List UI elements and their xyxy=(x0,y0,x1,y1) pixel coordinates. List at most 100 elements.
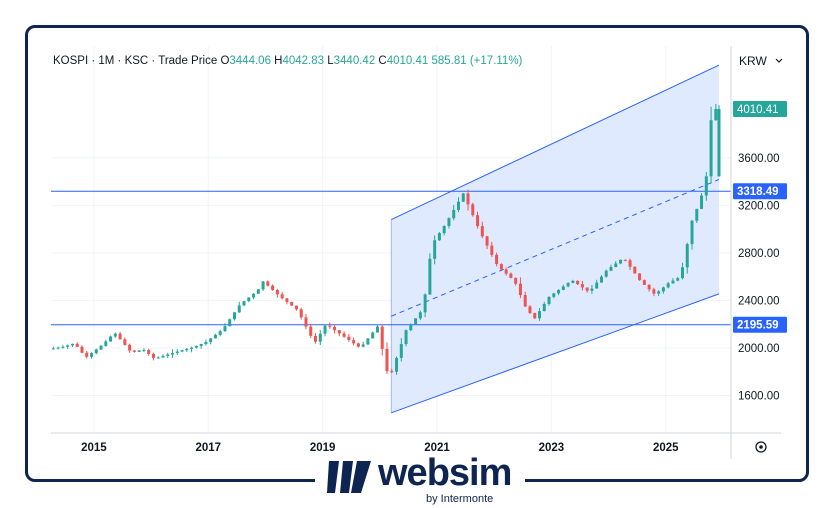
candle-down xyxy=(509,273,513,278)
candle-up xyxy=(571,280,575,283)
candle-down xyxy=(290,301,294,306)
candle-down xyxy=(347,336,351,341)
candle-down xyxy=(518,283,522,296)
candle-up xyxy=(156,357,160,359)
candle-up xyxy=(323,325,327,334)
candle-up xyxy=(51,348,55,350)
candle-down xyxy=(80,346,84,353)
candle-up xyxy=(109,336,113,342)
candle-up xyxy=(395,357,399,372)
candle-down xyxy=(352,340,356,344)
candle-up xyxy=(461,193,465,202)
candle-up xyxy=(104,341,108,346)
candle-up xyxy=(66,345,70,347)
candle-down xyxy=(476,215,480,227)
candle-up xyxy=(547,296,551,304)
candle-down xyxy=(304,317,308,327)
candle-up xyxy=(194,346,198,348)
candles xyxy=(51,104,721,375)
candle-down xyxy=(528,306,532,313)
candle-down xyxy=(147,349,151,354)
chevron-down-icon xyxy=(775,58,783,63)
candle-down xyxy=(280,294,284,299)
candle-up xyxy=(199,344,203,347)
candle-up xyxy=(261,281,265,290)
open-value: 3444.06 xyxy=(229,55,274,67)
candle-up xyxy=(604,270,608,277)
candle-up xyxy=(171,353,175,355)
candle-down xyxy=(128,344,132,351)
candle-down xyxy=(356,343,360,347)
candle-up xyxy=(113,333,117,337)
candle-down xyxy=(314,335,318,342)
candle-up xyxy=(223,326,227,332)
candle-down xyxy=(633,266,637,274)
candle-up xyxy=(190,347,194,349)
candle-up xyxy=(433,240,437,259)
x-tick-label: 2021 xyxy=(424,442,450,454)
gear-hub xyxy=(759,445,763,449)
candle-down xyxy=(271,285,275,290)
x-tick-label: 2017 xyxy=(195,442,221,454)
open-label: O xyxy=(220,55,229,67)
candle-down xyxy=(285,298,289,302)
candle-up xyxy=(213,334,217,339)
candle-up xyxy=(204,342,208,345)
chart-header: KOSPI · 1M · KSC · Trade Price O3444.06 … xyxy=(53,55,523,67)
candle-down xyxy=(628,260,632,267)
candle-down xyxy=(466,193,470,205)
candle-up xyxy=(99,345,103,350)
support-badge-bg xyxy=(733,316,787,333)
symbol-info: KOSPI · 1M · KSC · Trade Price xyxy=(53,55,220,67)
candle-up xyxy=(56,347,60,349)
resistance-badge-bg xyxy=(733,183,787,200)
candle-up xyxy=(595,282,599,289)
channel-fill xyxy=(391,65,719,413)
candle-down xyxy=(533,312,537,319)
channel-upper-line xyxy=(391,64,720,221)
candle-up xyxy=(695,208,699,221)
x-tick-label: 2019 xyxy=(310,442,336,454)
candle-up xyxy=(676,278,680,281)
candle-up xyxy=(442,226,446,234)
candle-down xyxy=(480,226,484,237)
candle-up xyxy=(428,258,432,295)
candle-down xyxy=(623,259,627,261)
candle-down xyxy=(523,295,527,307)
currency-selector[interactable]: KRW xyxy=(739,54,783,68)
candle-down xyxy=(266,281,270,286)
candle-up xyxy=(237,305,241,313)
candle-down xyxy=(333,326,337,331)
y-tick-label: 3200.00 xyxy=(738,200,780,212)
candle-down xyxy=(118,333,122,340)
candle-down xyxy=(75,343,79,347)
x-tick-label: 2023 xyxy=(539,442,565,454)
candle-up xyxy=(452,209,456,219)
candle-up xyxy=(366,338,370,345)
candle-up xyxy=(566,282,570,287)
y-tick-label: 2000.00 xyxy=(738,343,780,355)
candle-up xyxy=(175,351,179,354)
gear-icon[interactable] xyxy=(755,441,767,453)
candle-up xyxy=(404,330,408,345)
candle-up xyxy=(714,109,718,121)
candle-up xyxy=(680,267,684,279)
high-label: H xyxy=(274,55,282,67)
candle-down xyxy=(580,284,584,288)
close-label: C xyxy=(378,55,386,67)
candle-down xyxy=(504,269,508,274)
candle-down xyxy=(328,325,332,327)
candle-down xyxy=(490,245,494,255)
candle-down xyxy=(299,309,303,318)
candle-down xyxy=(638,273,642,281)
candle-up xyxy=(709,120,713,177)
candle-down xyxy=(123,339,127,345)
candle-up xyxy=(180,350,184,352)
candle-up xyxy=(447,218,451,227)
candle-down xyxy=(499,264,503,270)
candle-down xyxy=(275,289,279,295)
candle-up xyxy=(717,108,721,177)
candle-up xyxy=(70,343,74,346)
close-value: 4010.41 585.81 (+17.11%) xyxy=(387,55,523,67)
